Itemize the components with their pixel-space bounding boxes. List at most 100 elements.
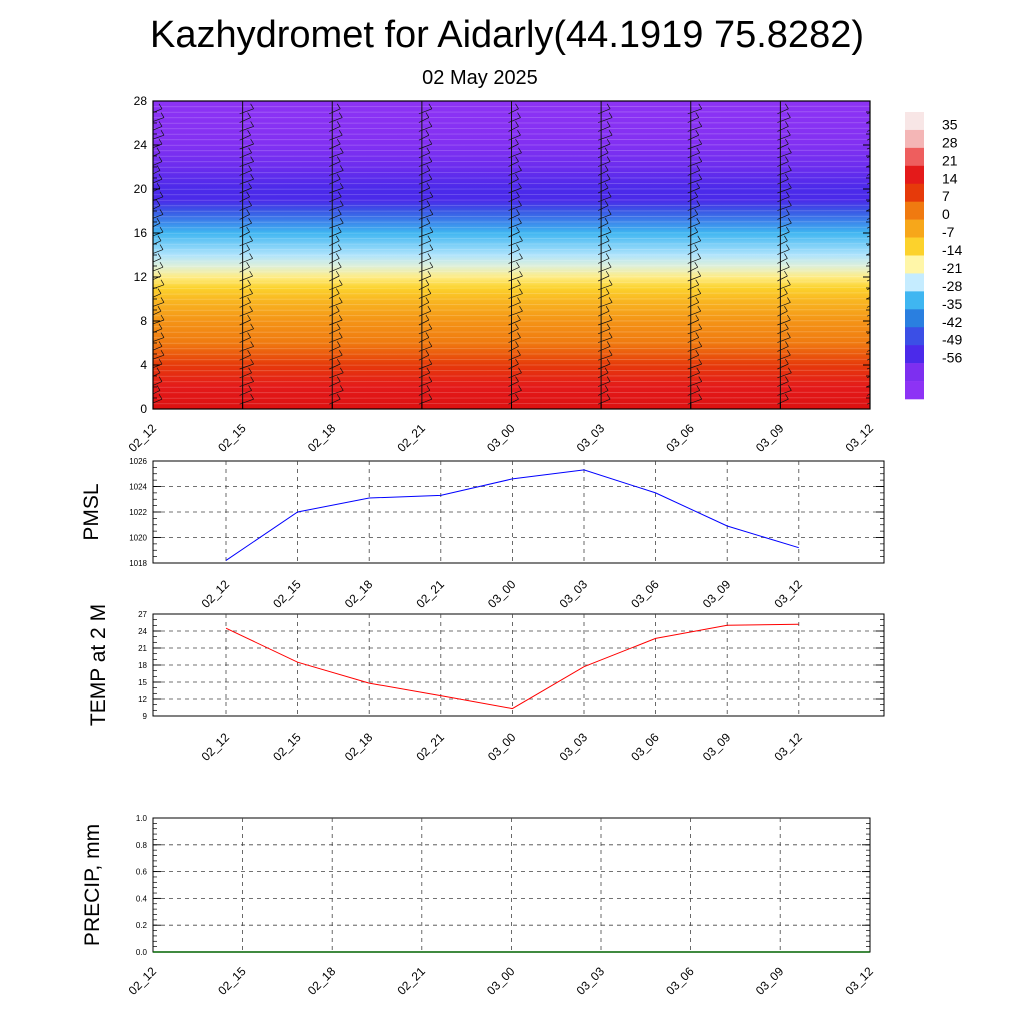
x-tick-label: 02_15 <box>270 577 304 611</box>
wind-barb <box>508 376 519 387</box>
wind-barb <box>418 376 433 387</box>
wind-barb <box>153 130 165 140</box>
wind-barb <box>598 350 613 361</box>
colorbar-swatch <box>905 255 924 274</box>
wind-barb <box>777 394 789 405</box>
wind-barb <box>239 121 254 132</box>
wind-barb <box>597 174 611 185</box>
colorbar-swatch <box>905 291 924 310</box>
wind-barb <box>687 226 699 238</box>
wind-barb <box>777 358 789 370</box>
wind-barb <box>598 112 613 123</box>
colorbar-swatch <box>905 165 924 185</box>
colorbar-swatch <box>905 309 924 328</box>
wind-barb <box>329 112 343 123</box>
cross-section-y-axis: 0 4 8 12 16 20 24 28 <box>134 94 870 416</box>
x-tick-label: 03_12 <box>843 421 877 455</box>
wind-barb <box>687 297 700 308</box>
x-tick-label: 03_06 <box>628 730 662 764</box>
wind-barb <box>866 385 870 387</box>
colorbar-swatch <box>905 147 924 167</box>
wind-barb <box>508 262 520 273</box>
wind-barb <box>508 103 519 115</box>
wind-barb <box>239 323 254 335</box>
wind-barb <box>687 182 701 194</box>
colorbar-label: -49 <box>942 332 962 348</box>
x-tick-label: 02_12 <box>199 577 233 611</box>
wind-barb <box>153 103 163 113</box>
wind-barb <box>687 270 702 282</box>
wind-barb <box>508 394 519 405</box>
wind-barb <box>239 218 252 229</box>
wind-barb <box>418 367 431 379</box>
wind-barb <box>508 270 523 282</box>
wind-barb <box>866 296 870 299</box>
wind-barb <box>418 218 431 229</box>
wind-barb <box>687 288 702 299</box>
wind-barb <box>418 147 431 159</box>
wind-barb <box>153 262 164 272</box>
wind-barb <box>508 279 521 291</box>
wind-barb <box>329 350 343 361</box>
wind-barb <box>329 174 341 185</box>
temp2m-panel: 9 12 15 18 21 24 27 02_12 02_15 02_18 02_21 03_00 03… <box>87 604 885 764</box>
wind-barb <box>687 200 701 211</box>
wind-barb <box>508 385 522 396</box>
wind-barb <box>239 376 254 387</box>
y-tick-label: 1018 <box>129 559 147 568</box>
wind-barb <box>239 358 254 370</box>
wind-barb <box>153 209 164 219</box>
wind-barb <box>687 156 703 167</box>
wind-barb <box>597 323 611 335</box>
wind-barb <box>239 165 252 176</box>
colorbar-swatch <box>905 345 924 364</box>
wind-barb <box>418 200 431 211</box>
wind-barb <box>866 208 870 211</box>
wind-barb <box>597 200 609 211</box>
wind-barb <box>418 182 431 194</box>
wind-barb <box>329 358 341 370</box>
panel-frame <box>152 460 885 564</box>
y-tick-label: 0.8 <box>136 841 148 850</box>
colorbar-label: -21 <box>942 260 962 276</box>
wind-barb <box>777 262 790 273</box>
wind-barb <box>508 209 520 220</box>
colorbar-swatch <box>905 219 924 238</box>
wind-barb <box>687 244 699 255</box>
wind-barb <box>597 253 610 264</box>
wind-barb <box>866 138 870 141</box>
y-tick-label: 9 <box>143 712 148 721</box>
wind-barb <box>329 156 341 167</box>
colorbar: 35 28 21 14 7 0 -7 -14 -21 -28 -35 -42 -49 -56 <box>905 112 962 400</box>
wind-barb <box>597 121 611 132</box>
wind-barb <box>687 323 703 335</box>
x-tick-label: 03_06 <box>663 421 697 455</box>
wind-barb <box>329 323 341 335</box>
colorbar-swatch <box>905 201 924 220</box>
wind-barb <box>866 270 870 273</box>
wind-barb <box>866 287 870 291</box>
wind-barb <box>597 235 610 247</box>
wind-barb <box>153 288 162 298</box>
wind-barb <box>418 288 432 299</box>
wind-barb <box>866 323 870 326</box>
wind-barb <box>866 253 870 255</box>
wind-barb <box>418 262 434 273</box>
wind-barb <box>239 112 251 123</box>
wind-barb <box>777 270 788 282</box>
wind-barb <box>153 244 164 254</box>
colorbar-label: -56 <box>942 350 962 366</box>
wind-barb <box>777 218 792 229</box>
wind-barb <box>418 279 430 291</box>
x-tick-label: 02_18 <box>342 577 376 611</box>
x-tick-label: 02_12 <box>126 421 160 455</box>
wind-barb <box>508 147 522 159</box>
wind-barb <box>598 314 613 326</box>
colorbar-label: -42 <box>942 314 962 330</box>
wind-barb <box>239 103 254 115</box>
wind-barb <box>687 253 702 264</box>
x-tick-label: 03_00 <box>484 421 518 455</box>
x-tick-label: 03_06 <box>628 577 662 611</box>
wind-barb <box>866 314 870 317</box>
